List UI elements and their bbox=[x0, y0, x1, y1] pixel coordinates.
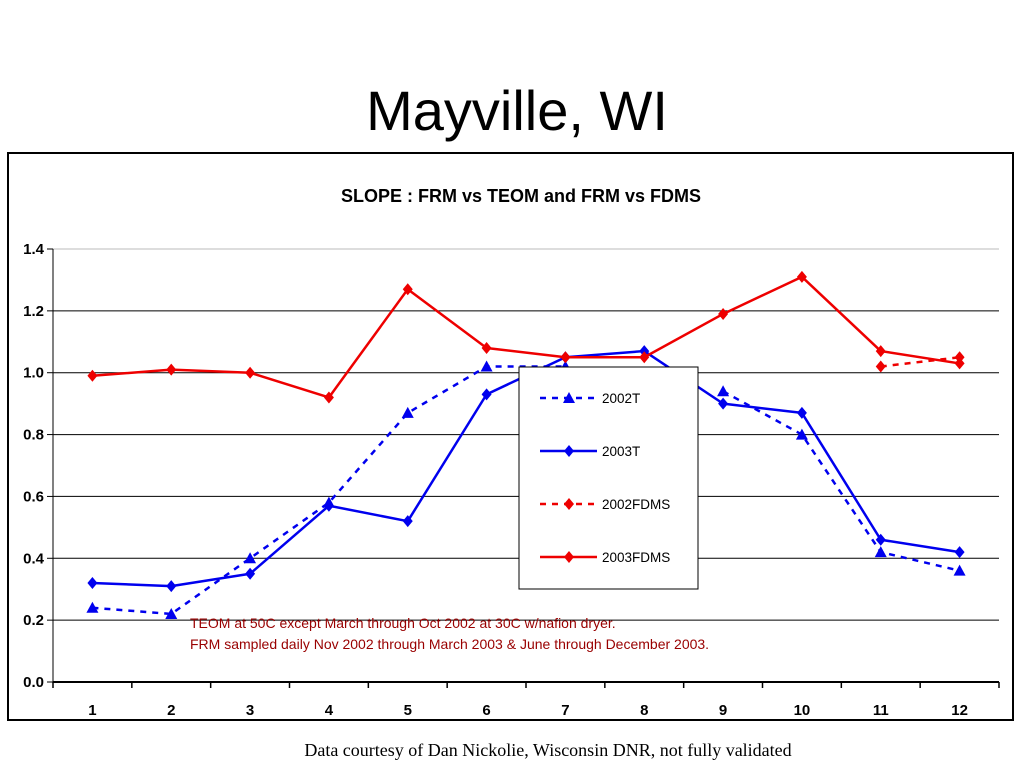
legend-item: 2003FDMS bbox=[540, 550, 670, 565]
data-point bbox=[954, 357, 965, 370]
data-point bbox=[875, 345, 886, 358]
data-point bbox=[954, 546, 965, 559]
chart-svg: SLOPE : FRM vs TEOM and FRM vs FDMS 0.0 0… bbox=[23, 186, 1000, 719]
legend-label: 2003T bbox=[602, 444, 640, 459]
series-line bbox=[92, 275, 960, 399]
chart-frame: SLOPE : FRM vs TEOM and FRM vs FDMS 0.0 0… bbox=[7, 152, 1014, 721]
x-tick-label: 11 bbox=[873, 702, 889, 719]
y-tick-label: 0.6 bbox=[23, 488, 44, 505]
y-tick-label: 1.2 bbox=[23, 303, 44, 320]
series-2002T bbox=[86, 360, 966, 619]
legend-swatch-marker bbox=[563, 392, 575, 403]
footer-credit: Data courtesy of Dan Nickolie, Wisconsin… bbox=[304, 740, 792, 760]
data-point bbox=[639, 345, 650, 358]
legend-item: 2003T bbox=[540, 444, 640, 459]
x-tick-label: 8 bbox=[640, 702, 648, 719]
data-point bbox=[954, 351, 965, 364]
legend-swatch-marker bbox=[564, 551, 574, 563]
data-point bbox=[87, 369, 98, 382]
y-tick-label: 0.8 bbox=[23, 427, 44, 444]
data-point bbox=[402, 283, 413, 296]
annotation-layer: TEOM at 50C except March through Oct 200… bbox=[190, 615, 709, 652]
y-tick-label: 0.0 bbox=[23, 674, 44, 691]
series-line bbox=[722, 390, 960, 572]
series-line bbox=[880, 356, 960, 368]
data-point bbox=[796, 406, 807, 419]
legend-swatch-marker bbox=[564, 445, 574, 457]
series-2002FDMS bbox=[875, 351, 965, 373]
data-point bbox=[953, 564, 966, 576]
data-point bbox=[244, 552, 257, 564]
data-point bbox=[166, 363, 177, 376]
x-tick-label: 3 bbox=[246, 702, 254, 719]
x-tick-label: 2 bbox=[167, 702, 175, 719]
data-point bbox=[874, 546, 887, 558]
series-layer bbox=[86, 270, 966, 619]
data-point bbox=[166, 580, 177, 593]
legend-box bbox=[518, 366, 699, 590]
data-point bbox=[245, 366, 256, 379]
x-tick-label: 12 bbox=[951, 702, 968, 719]
legend-swatch-marker bbox=[564, 498, 574, 510]
data-point bbox=[718, 397, 729, 410]
data-point bbox=[323, 499, 334, 512]
axis-layer: 0.00.20.40.60.81.01.21.41 2 3 4 5 6 7 8 9 10 11 12 bbox=[23, 241, 1000, 719]
data-point bbox=[245, 567, 256, 580]
legend: 2002T 2003T 2002FDMS 2003FDMS bbox=[518, 366, 699, 590]
data-point bbox=[875, 533, 886, 546]
x-tick-label: 4 bbox=[325, 702, 334, 719]
annotation-text: TEOM at 50C except March through Oct 200… bbox=[190, 615, 616, 631]
data-point bbox=[875, 360, 886, 373]
slide-title: Mayville, WI bbox=[366, 79, 668, 142]
legend-label: 2002T bbox=[602, 391, 640, 406]
data-point bbox=[86, 601, 99, 613]
data-point bbox=[165, 607, 178, 619]
x-tick-label: 7 bbox=[561, 702, 569, 719]
data-point bbox=[481, 388, 492, 401]
y-tick-label: 0.4 bbox=[23, 550, 45, 567]
y-tick-label: 0.2 bbox=[23, 612, 44, 629]
data-point bbox=[402, 515, 413, 528]
data-point bbox=[560, 351, 571, 364]
legend-item: 2002T bbox=[540, 391, 640, 406]
x-tick-label: 1 bbox=[88, 702, 96, 719]
chart-title: SLOPE : FRM vs TEOM and FRM vs FDMS bbox=[341, 186, 701, 206]
data-point bbox=[717, 385, 730, 397]
x-tick-label: 5 bbox=[404, 702, 412, 719]
data-point bbox=[323, 391, 334, 404]
x-tick-label: 6 bbox=[482, 702, 490, 719]
data-point bbox=[639, 351, 650, 364]
legend-label: 2003FDMS bbox=[602, 550, 670, 565]
data-point bbox=[480, 360, 493, 372]
data-point bbox=[718, 307, 729, 320]
data-point bbox=[795, 428, 808, 440]
y-tick-label: 1.0 bbox=[23, 365, 44, 382]
data-point bbox=[401, 406, 414, 418]
series-2003FDMS bbox=[87, 270, 965, 404]
series-line bbox=[92, 365, 566, 616]
data-point bbox=[87, 577, 98, 590]
data-point bbox=[796, 270, 807, 283]
legend-item: 2002FDMS bbox=[540, 497, 670, 512]
data-point bbox=[481, 341, 492, 354]
y-tick-label: 1.4 bbox=[23, 241, 45, 258]
legend-label: 2002FDMS bbox=[602, 497, 670, 512]
x-tick-label: 9 bbox=[719, 702, 727, 719]
annotation-text: FRM sampled daily Nov 2002 through March… bbox=[190, 636, 709, 652]
x-tick-label: 10 bbox=[794, 702, 811, 719]
